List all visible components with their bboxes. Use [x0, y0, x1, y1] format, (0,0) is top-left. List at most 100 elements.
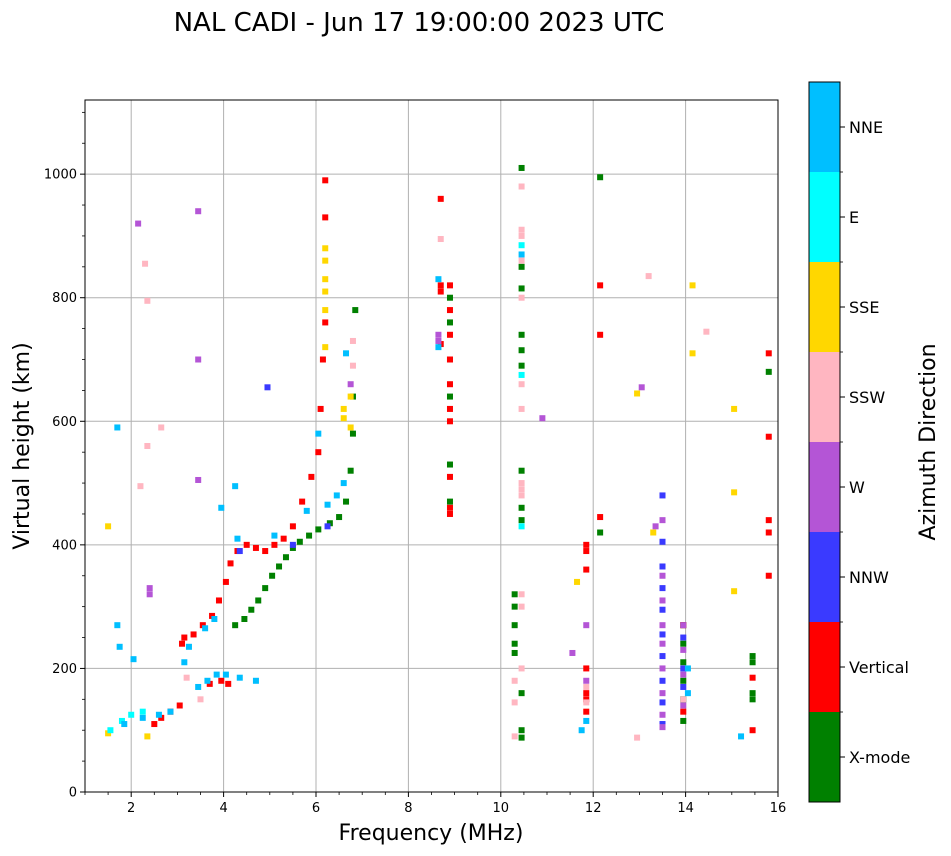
echo-point	[518, 405, 525, 412]
colorbar-swatch	[809, 262, 840, 352]
echo-point	[213, 671, 220, 678]
echo-point	[518, 232, 525, 239]
echo-point	[269, 572, 276, 579]
echo-point	[446, 504, 453, 511]
colorbar-label: SSE	[849, 298, 879, 317]
echo-point	[518, 331, 525, 338]
echo-point	[243, 541, 250, 548]
echo-point	[202, 625, 209, 632]
echo-point	[680, 671, 687, 678]
echo-point	[322, 214, 329, 221]
echo-point	[195, 476, 202, 483]
echo-point	[583, 622, 590, 629]
echo-point	[227, 560, 234, 567]
echo-point	[248, 606, 255, 613]
echo-point	[518, 164, 525, 171]
echo-point	[446, 393, 453, 400]
echo-point	[167, 708, 174, 715]
echo-point	[322, 245, 329, 252]
echo-point	[199, 622, 206, 629]
echo-point	[518, 486, 525, 493]
echo-point	[518, 727, 525, 734]
echo-point	[204, 677, 211, 684]
echo-point	[518, 226, 525, 233]
echo-point	[437, 195, 444, 202]
echo-point	[324, 523, 331, 530]
echo-point	[252, 544, 259, 551]
echo-point	[574, 578, 581, 585]
echo-point	[583, 717, 590, 724]
echo-point	[765, 350, 772, 357]
echo-point	[437, 288, 444, 295]
echo-point	[583, 708, 590, 715]
echo-point	[158, 424, 165, 431]
echo-point	[659, 597, 666, 604]
echo-point	[232, 622, 239, 629]
echo-point	[144, 443, 151, 449]
echo-point	[176, 702, 183, 709]
echo-point	[139, 708, 146, 715]
echo-point	[190, 631, 197, 638]
echo-point	[197, 696, 204, 703]
echo-point	[446, 461, 453, 468]
echo-point	[241, 616, 248, 622]
echo-point	[765, 572, 772, 579]
echo-point	[518, 603, 525, 610]
echo-point	[684, 665, 691, 672]
echo-point	[155, 711, 162, 718]
echo-point	[446, 510, 453, 517]
echo-point	[276, 563, 283, 570]
echo-point	[322, 257, 329, 264]
echo-point	[349, 362, 356, 369]
echo-point	[347, 381, 354, 388]
echo-point	[195, 356, 202, 363]
echo-point	[306, 532, 313, 539]
echo-point	[195, 683, 202, 690]
echo-point	[659, 665, 666, 672]
echo-point	[659, 721, 666, 728]
echo-point	[183, 674, 190, 681]
echo-point	[652, 523, 659, 530]
echo-point	[218, 677, 225, 684]
echo-point	[322, 344, 329, 351]
echo-point	[144, 297, 151, 304]
echo-point	[315, 526, 322, 533]
x-axis-ticks: 2 4 6 8 10 12 14 16	[84, 792, 786, 816]
echo-point	[650, 529, 657, 536]
echo-point	[262, 548, 269, 555]
echo-point	[343, 350, 350, 357]
echo-point	[703, 328, 710, 335]
echo-point	[326, 520, 333, 527]
echo-point	[146, 585, 153, 592]
echo-point	[262, 585, 269, 592]
echo-point	[511, 699, 518, 706]
echo-point	[680, 665, 687, 672]
echo-point	[121, 721, 128, 728]
echo-point	[303, 507, 310, 514]
echo-point	[659, 724, 666, 731]
echo-point	[645, 273, 652, 280]
echo-point	[264, 384, 271, 391]
echo-point	[435, 344, 442, 351]
echo-point	[765, 433, 772, 440]
colorbar-label: NNW	[849, 568, 889, 587]
echo-point	[689, 350, 696, 357]
echo-point	[437, 282, 444, 289]
echo-point	[511, 649, 518, 656]
echo-point	[142, 260, 149, 267]
echo-point	[518, 492, 525, 499]
echo-point	[659, 492, 666, 499]
echo-point	[731, 588, 738, 595]
echo-point	[659, 631, 666, 638]
echo-point	[583, 683, 590, 690]
echo-point	[511, 591, 518, 598]
echo-point	[130, 656, 137, 663]
echo-point	[680, 622, 687, 629]
echo-point	[518, 467, 525, 474]
echo-point	[255, 597, 262, 604]
colorbar-title: Azimuth Direction	[916, 343, 941, 540]
echo-point	[511, 603, 518, 610]
echo-point	[583, 566, 590, 573]
echo-point	[680, 640, 687, 647]
